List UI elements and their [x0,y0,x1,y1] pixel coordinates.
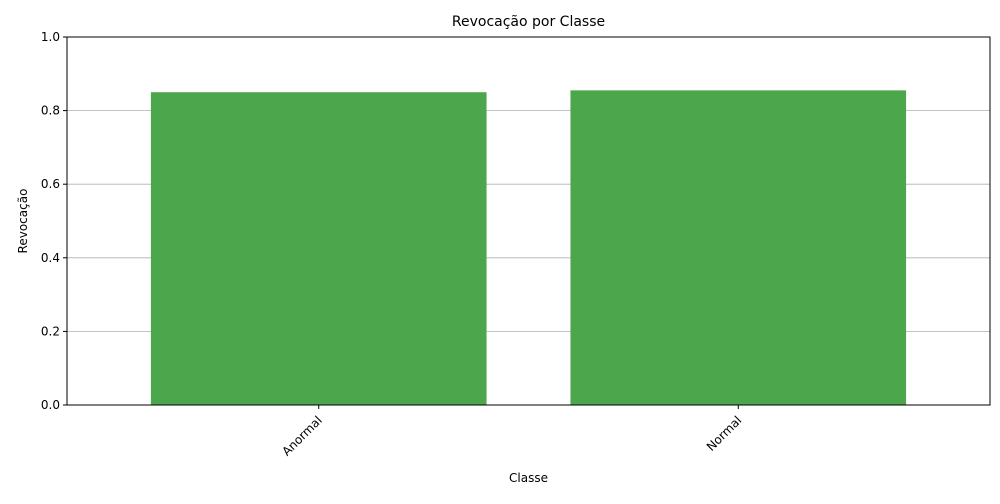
y-tick-label: 0.4 [41,251,60,265]
bars [150,90,907,406]
y-tick-label: 0.2 [41,324,60,338]
x-tick-label: Normal [704,413,745,454]
y-axis-ticks: 0.0 0.2 0.4 0.6 0.8 1.0 [41,30,67,412]
y-tick-label: 1.0 [41,30,60,44]
x-tick-label: Anormal [279,413,324,458]
y-tick-label: 0.0 [41,398,60,412]
y-axis-label: Revocação [16,189,30,254]
bar-anormal [150,92,487,405]
bar-normal [570,90,907,406]
y-tick-label: 0.6 [41,177,60,191]
x-axis-ticks: Anormal Normal [279,405,744,459]
x-axis-label: Classe [509,471,548,485]
y-tick-label: 0.8 [41,104,60,118]
chart-title: Revocação por Classe [452,14,605,30]
plot-frame [66,36,991,406]
